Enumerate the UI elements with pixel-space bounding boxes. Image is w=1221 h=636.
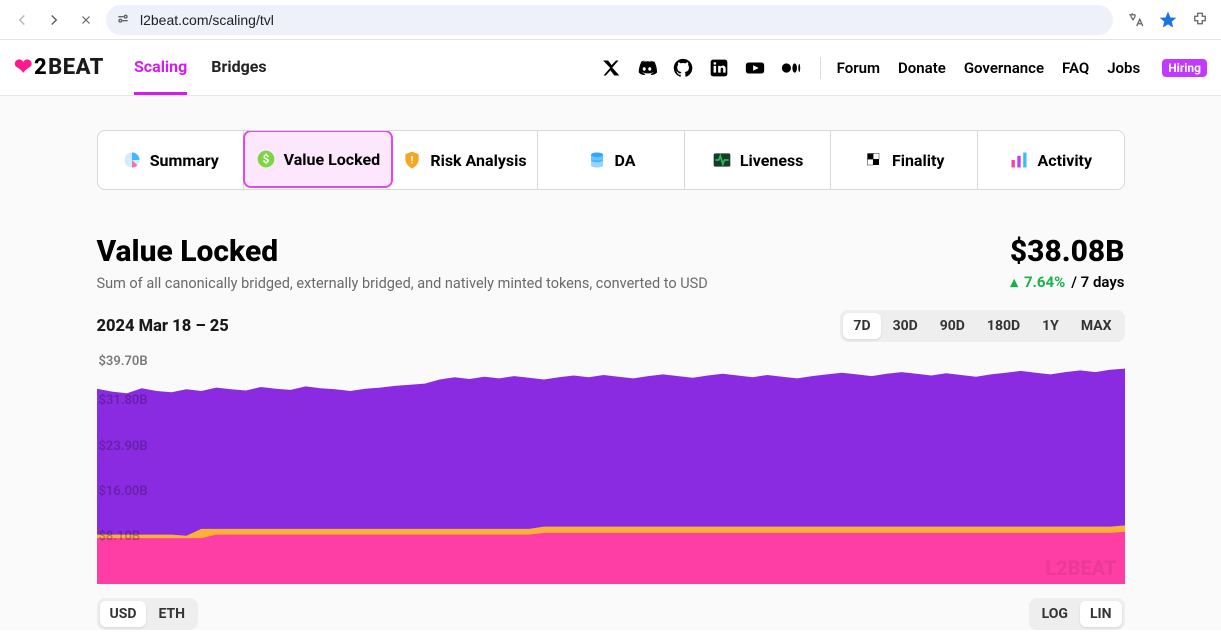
logo[interactable]: ❤2BEAT [14, 55, 104, 80]
currency-usd[interactable]: USD [100, 601, 147, 627]
range-max[interactable]: MAX [1071, 313, 1122, 339]
x-icon[interactable] [600, 57, 622, 79]
tvl-chart[interactable]: $39.70B L2BEAT $31.80B $23.90B $16.00B $8.1… [97, 356, 1125, 584]
header-row: Value Locked Sum of all canonically brid… [97, 234, 1125, 292]
category-tabs: Summary $ Value Locked! Risk Analysis DA Live… [97, 130, 1125, 190]
address-bar[interactable] [106, 5, 1113, 35]
currency-selector: USDETH [97, 598, 199, 630]
social-links [600, 57, 821, 79]
y-axis-label: $8.10B [99, 529, 141, 544]
extensions-icon[interactable] [1189, 9, 1211, 31]
y-axis-max-label: $39.70B [99, 354, 148, 369]
url-input[interactable] [140, 12, 1105, 28]
site-nav: ❤2BEAT Scaling Bridges Forum Donate Governa… [0, 40, 1221, 96]
y-axis-label: $31.80B [99, 393, 148, 408]
github-icon[interactable] [672, 57, 694, 79]
pulse-icon [712, 150, 732, 170]
nav-tab-scaling[interactable]: Scaling [134, 40, 187, 95]
browser-stop-button[interactable] [74, 8, 98, 32]
top-links: Forum Donate Governance FAQ Jobs Hiring [837, 59, 1207, 77]
top-link-donate[interactable]: Donate [898, 59, 946, 77]
category-tab-label: Value Locked [284, 150, 381, 169]
main-tabs: Scaling Bridges [134, 40, 267, 95]
logo-heart-icon: ❤ [14, 55, 33, 80]
y-axis-label: $23.90B [99, 439, 148, 454]
top-link-jobs[interactable]: Jobs [1107, 59, 1140, 77]
currency-eth[interactable]: ETH [148, 601, 195, 627]
category-tab-da[interactable]: DA [538, 131, 685, 189]
shield-icon: ! [402, 150, 422, 170]
top-link-forum[interactable]: Forum [837, 59, 880, 77]
y-axis-label: $16.00B [99, 484, 148, 499]
category-tab-label: Finality [892, 151, 944, 170]
translate-icon[interactable] [1125, 9, 1147, 31]
delta-percent: 7.64% [1024, 273, 1065, 291]
range-30d[interactable]: 30D [883, 313, 928, 339]
bookmark-star-icon[interactable] [1157, 9, 1179, 31]
range-1y[interactable]: 1Y [1032, 313, 1069, 339]
browser-back-button[interactable] [10, 8, 34, 32]
top-link-governance[interactable]: Governance [964, 59, 1044, 77]
discord-icon[interactable] [636, 57, 658, 79]
date-range-label: 2024 Mar 18 – 25 [97, 317, 229, 336]
site-settings-icon[interactable] [114, 11, 132, 29]
time-range-selector: 7D30D90D180D1YMAX [840, 310, 1124, 342]
top-link-faq[interactable]: FAQ [1062, 59, 1089, 77]
category-tab-liveness[interactable]: Liveness [685, 131, 832, 189]
dollar-icon: $ [256, 149, 276, 169]
pie-icon [122, 150, 142, 170]
delta-arrow-icon: ▴ [1010, 273, 1018, 291]
medium-icon[interactable] [780, 57, 802, 79]
browser-forward-button[interactable] [42, 8, 66, 32]
hiring-badge[interactable]: Hiring [1162, 59, 1207, 77]
linkedin-icon[interactable] [708, 57, 730, 79]
page-title: Value Locked [97, 234, 708, 269]
category-tab-finality[interactable]: Finality [831, 131, 978, 189]
total-value: $38.08B [1010, 234, 1125, 269]
chart-bottom-controls: USDETH LOGLIN [97, 598, 1125, 630]
youtube-icon[interactable] [744, 57, 766, 79]
category-tab-summary[interactable]: Summary [98, 131, 245, 189]
scale-selector: LOGLIN [1029, 598, 1125, 630]
chart-controls: 2024 Mar 18 – 25 7D30D90D180D1YMAX [97, 310, 1125, 342]
page-subtitle: Sum of all canonically bridged, external… [97, 275, 708, 292]
category-tab-label: Risk Analysis [430, 151, 526, 170]
delta-period: 7 days [1081, 273, 1125, 291]
delta-sep: / [1071, 273, 1080, 291]
flag-icon [864, 150, 884, 170]
chart-watermark: L2BEAT [1045, 556, 1116, 580]
category-tab-value-locked[interactable]: $ Value Locked [243, 130, 393, 188]
db-icon [587, 150, 607, 170]
category-tab-label: Activity [1037, 151, 1092, 170]
range-90d[interactable]: 90D [930, 313, 975, 339]
category-tab-label: DA [615, 151, 636, 170]
logo-text: BEAT [48, 55, 104, 80]
range-7d[interactable]: 7D [843, 313, 880, 339]
range-180d[interactable]: 180D [977, 313, 1030, 339]
nav-tab-bridges[interactable]: Bridges [211, 40, 266, 95]
bars-icon [1009, 150, 1029, 170]
category-tab-risk-analysis[interactable]: ! Risk Analysis [392, 131, 539, 189]
scale-log[interactable]: LOG [1032, 601, 1078, 627]
scale-lin[interactable]: LIN [1080, 601, 1122, 627]
svg-text:!: ! [411, 155, 414, 166]
browser-toolbar [0, 0, 1221, 40]
category-tab-activity[interactable]: Activity [978, 131, 1124, 189]
category-tab-label: Summary [150, 151, 219, 170]
page-body: Summary $ Value Locked! Risk Analysis DA Live… [0, 96, 1221, 630]
svg-text:$: $ [262, 152, 269, 166]
category-tab-label: Liveness [740, 151, 804, 170]
logo-text-2: 2 [34, 55, 47, 80]
